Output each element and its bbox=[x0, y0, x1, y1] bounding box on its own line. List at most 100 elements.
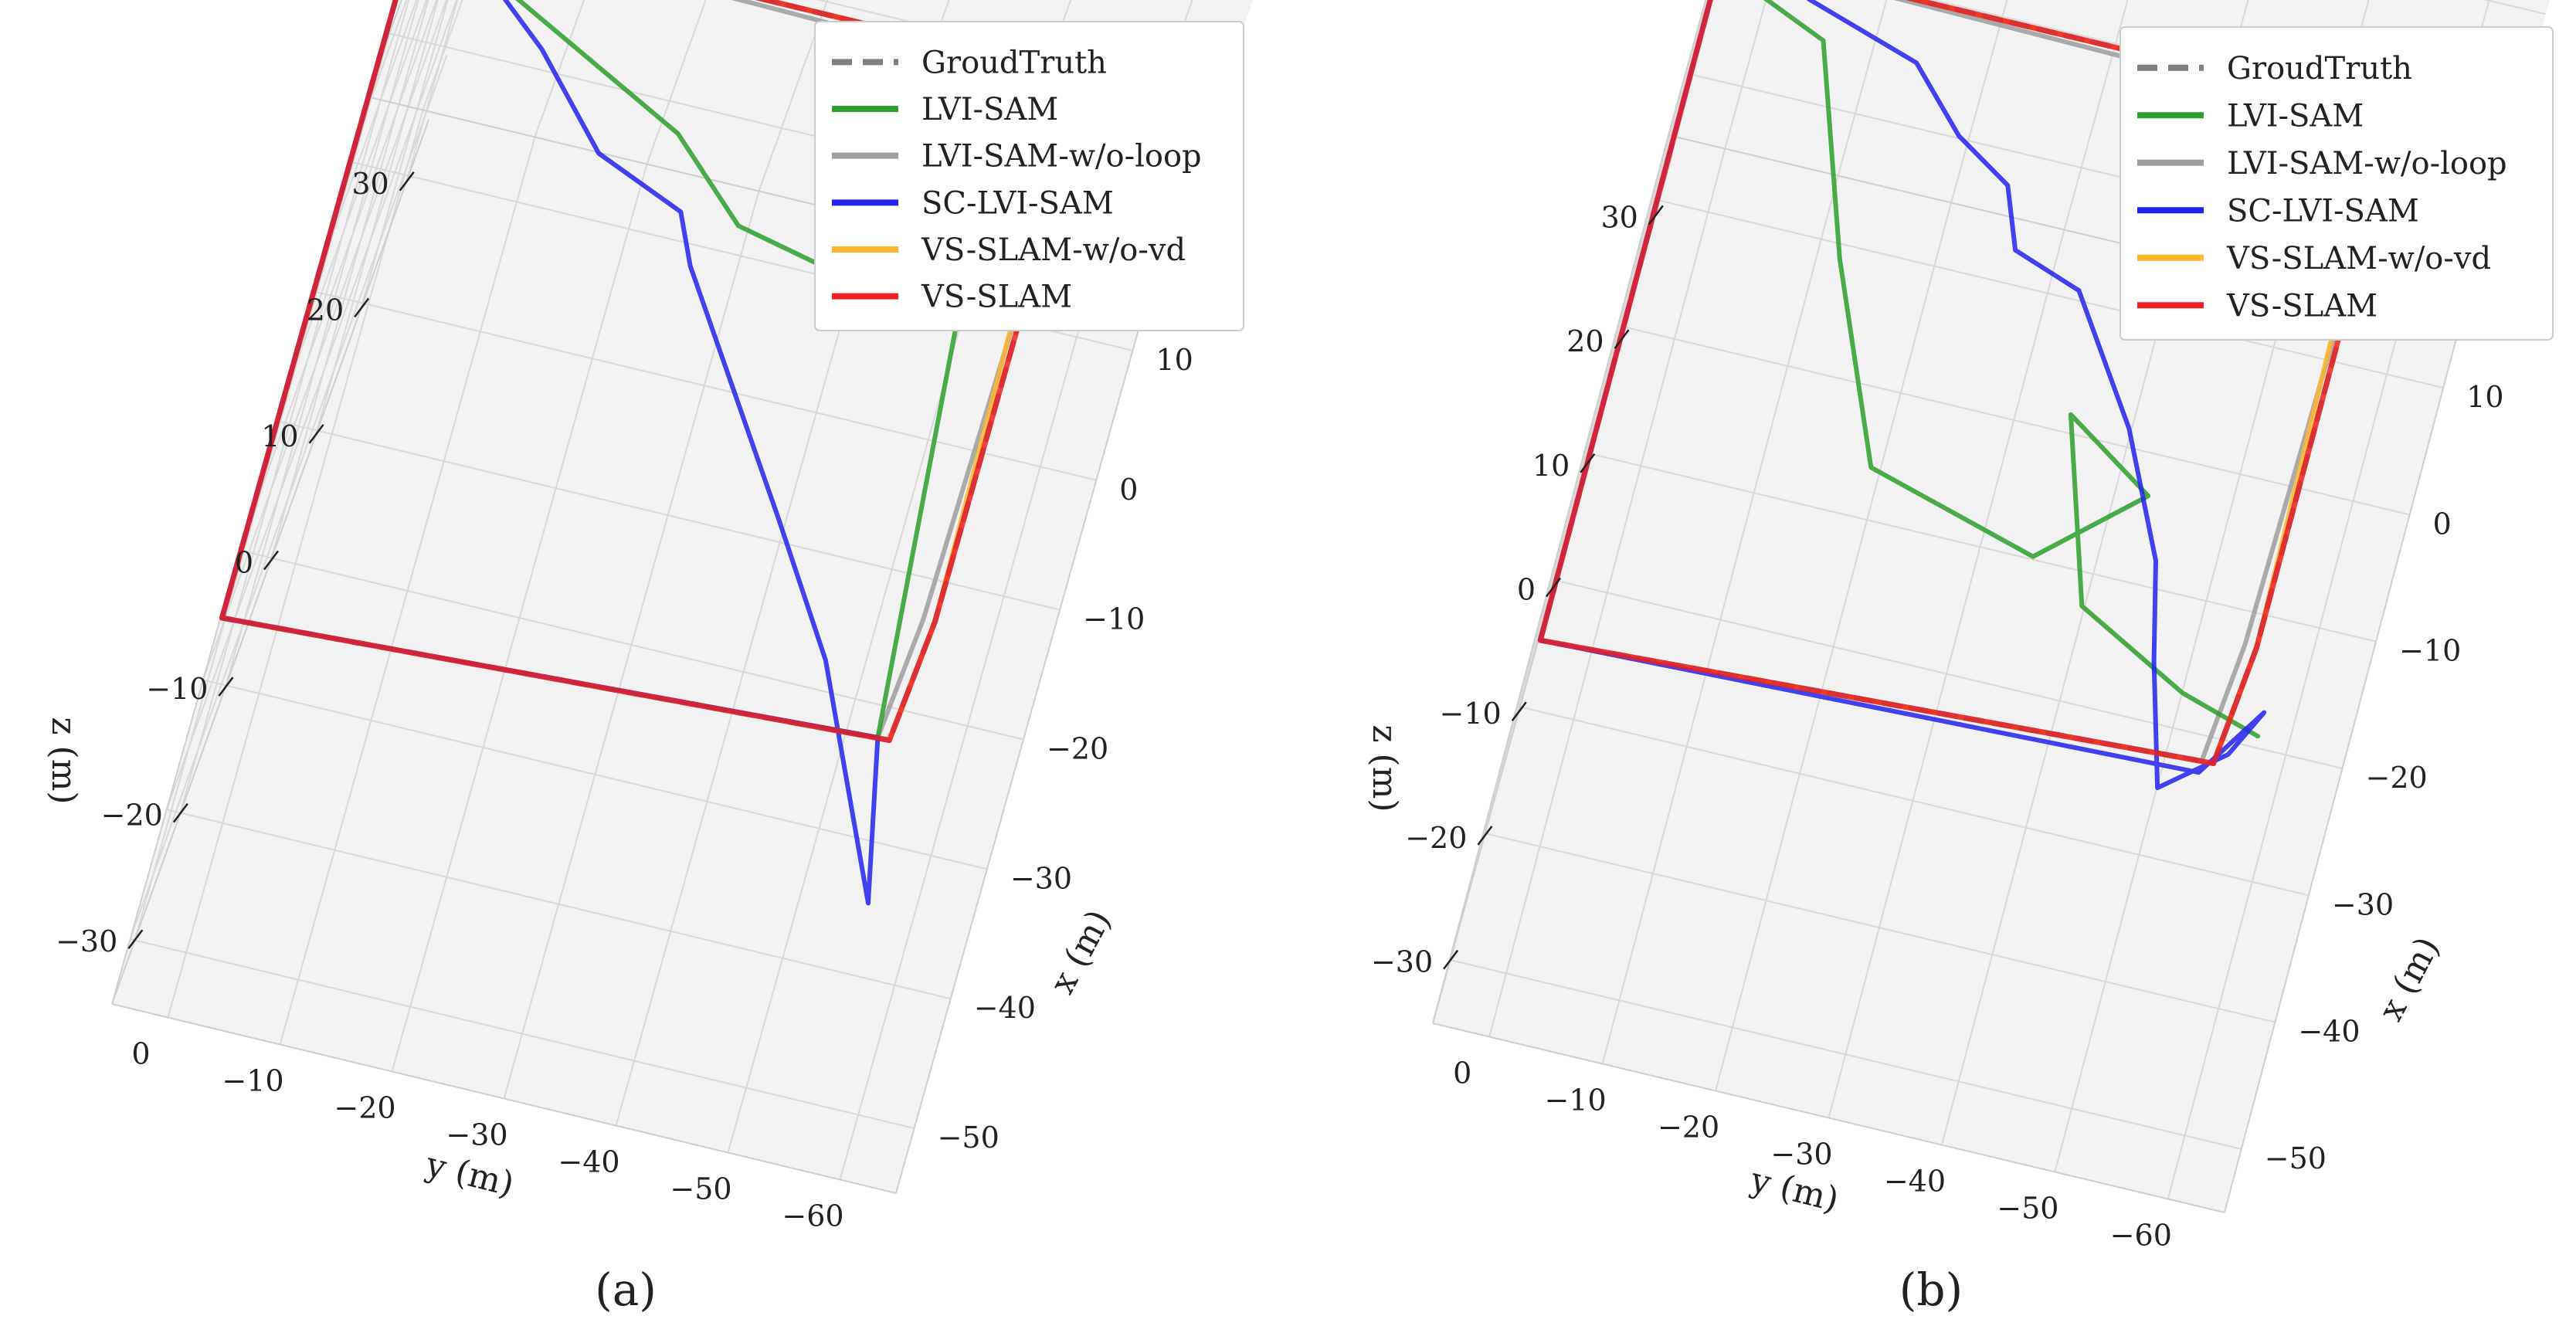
z-tick-mark bbox=[263, 550, 279, 571]
legend-label: GroudTruth bbox=[921, 45, 1107, 80]
panel-b: 10 0 −10 −20 −30 −40 −50 0 −10 −20 −30 −40 −50 −60 3… bbox=[1365, 0, 2554, 1316]
y-tick-label: −20 bbox=[1658, 1111, 1719, 1145]
z-tick-label: −20 bbox=[1405, 821, 1467, 855]
legend-entries: GroudTruth LVI-SAM LVI-SAM-w/o-loop SC-LVI-… bbox=[832, 45, 1202, 315]
y-tick-label: 0 bbox=[131, 1037, 150, 1071]
x-tick-label: −40 bbox=[2298, 1015, 2360, 1049]
back-grid-line bbox=[1724, 0, 1767, 149]
floor-grid-line bbox=[839, 272, 1096, 1180]
floor-grid-line bbox=[1651, 198, 2444, 389]
z-tick-label: 20 bbox=[1566, 324, 1604, 358]
z-tick-label: 0 bbox=[235, 546, 253, 580]
panes bbox=[112, 0, 1254, 1193]
x-ticks: 10 0 −10 −20 −30 −40 −50 bbox=[938, 343, 1193, 1155]
x-tick-label: 0 bbox=[1119, 473, 1138, 507]
left-grid-line bbox=[348, 0, 408, 162]
z-ticks: 30 20 10 0 −10 −20 −30 bbox=[56, 167, 415, 958]
z-tick-label: 20 bbox=[307, 293, 344, 327]
left-grid-line bbox=[275, 0, 428, 421]
trajectory-vs-slam bbox=[1537, 0, 2401, 766]
floor-grid-line bbox=[1940, 256, 2178, 1145]
x-tick-label: −50 bbox=[938, 1121, 1000, 1155]
x-tick-label: 10 bbox=[2466, 380, 2503, 414]
legend-label: VS-SLAM bbox=[921, 280, 1072, 315]
floor-grid-line bbox=[1583, 451, 2377, 643]
z-axis-label: z (m) bbox=[1365, 724, 1404, 812]
axis-edge bbox=[2224, 324, 2461, 1213]
z-tick-mark bbox=[127, 929, 144, 949]
floor-grid-line bbox=[239, 549, 1024, 741]
y-ticks: 0 −10 −20 −30 −40 −50 −60 bbox=[1453, 1056, 2172, 1253]
trajectory-vs-slam bbox=[219, 0, 1091, 743]
z-tick-mark bbox=[1511, 701, 1527, 721]
y-tick-label: −20 bbox=[334, 1091, 395, 1125]
x-tick-label: −20 bbox=[1047, 732, 1108, 766]
y-tick-label: −30 bbox=[446, 1118, 507, 1152]
z-tick-label: −10 bbox=[1440, 697, 1502, 731]
z-tick-mark bbox=[399, 171, 415, 192]
panel-caption: (a) bbox=[595, 1263, 657, 1316]
axis-edge bbox=[1432, 1023, 2225, 1213]
legend-box bbox=[814, 21, 1244, 331]
y-tick-label: −30 bbox=[1770, 1138, 1832, 1172]
z-tick-mark bbox=[1614, 329, 1630, 349]
y-tick-label: −40 bbox=[1884, 1165, 1946, 1199]
floor-grid-line bbox=[2167, 310, 2405, 1199]
z-tick-mark bbox=[218, 677, 234, 697]
x-tick-label: 0 bbox=[2433, 507, 2452, 541]
y-tick-label: −50 bbox=[1997, 1192, 2058, 1226]
z-tick-mark bbox=[1648, 205, 1664, 226]
x-tick-label: −30 bbox=[2332, 887, 2394, 921]
z-tick-label: 10 bbox=[1532, 449, 1570, 483]
y-tick-label: −10 bbox=[222, 1064, 283, 1098]
floor-grid-line bbox=[615, 218, 872, 1126]
axis-edge bbox=[1432, 134, 1669, 1024]
z-tick-label: −10 bbox=[146, 672, 208, 706]
legend-label: SC-LVI-SAM bbox=[921, 185, 1114, 221]
y-axis-label: y (m) bbox=[422, 1145, 518, 1205]
x-tick-label: −10 bbox=[1083, 602, 1145, 636]
back-grid-line bbox=[646, 0, 707, 164]
x-tick-label: −40 bbox=[974, 991, 1036, 1025]
y-tick-label: −40 bbox=[558, 1145, 619, 1179]
left-grid-line bbox=[1617, 0, 1709, 326]
axis-edge bbox=[895, 285, 1152, 1194]
back-grid-line bbox=[2063, 0, 2129, 230]
z-tick-label: 0 bbox=[1517, 573, 1536, 607]
z-tick-label: 10 bbox=[261, 419, 298, 453]
z-ticks: 30 20 10 0 −10 −20 −30 bbox=[1371, 200, 1664, 979]
floor-grid-line bbox=[2054, 283, 2292, 1172]
axis-edge bbox=[111, 1003, 897, 1194]
grid-lines bbox=[111, 0, 1220, 1194]
legend-label: LVI-SAM-w/o-loop bbox=[921, 139, 1202, 175]
z-tick-mark bbox=[1477, 826, 1493, 846]
legend-label: VS-SLAM bbox=[2226, 288, 2377, 324]
back-grid-line bbox=[758, 0, 829, 192]
x-tick-label: 10 bbox=[1156, 343, 1193, 377]
x-ticks: 10 0 −10 −20 −30 −40 −50 bbox=[2265, 380, 2504, 1175]
legend: GroudTruth LVI-SAM LVI-SAM-w/o-loop SC-LVI-… bbox=[814, 21, 1244, 331]
z-tick-label: −30 bbox=[56, 924, 117, 958]
y-tick-label: −60 bbox=[2110, 1219, 2172, 1253]
y-ticks: 0 −10 −20 −30 −40 −50 −60 bbox=[131, 1037, 843, 1233]
legend-label: LVI-SAM bbox=[921, 92, 1058, 127]
x-tick-label: −20 bbox=[2366, 761, 2428, 795]
z-tick-mark bbox=[1546, 577, 1561, 598]
x-axis-label: x (m) bbox=[1043, 904, 1119, 1000]
z-tick-mark bbox=[308, 424, 324, 444]
z-tick-label: 30 bbox=[351, 167, 389, 201]
z-axis-label: z (m) bbox=[44, 717, 83, 804]
floor-grid-line bbox=[1617, 324, 2410, 516]
left-grid-line bbox=[311, 0, 418, 292]
back-grid-line bbox=[1837, 0, 1888, 176]
legend-label: VS-SLAM-w/o-vd bbox=[2226, 241, 2491, 276]
legend-label: LVI-SAM-w/o-loop bbox=[2227, 146, 2507, 181]
x-tick-label: −10 bbox=[2399, 634, 2461, 668]
floor-grid-line bbox=[275, 419, 1061, 611]
left-grid-line bbox=[270, 0, 429, 562]
left-grid-line bbox=[405, 0, 459, 184]
floor-grid-line bbox=[312, 290, 1097, 481]
y-tick-label: −50 bbox=[670, 1172, 731, 1206]
legend-label: LVI-SAM bbox=[2227, 98, 2364, 134]
